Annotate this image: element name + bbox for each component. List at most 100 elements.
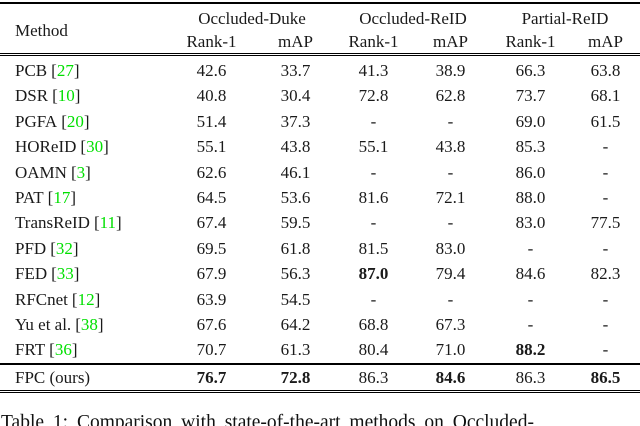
- cite-bracket: ]: [97, 315, 104, 335]
- method-name: PCB: [15, 61, 48, 80]
- metric-value: -: [370, 111, 377, 131]
- metric-value: 67.6: [196, 315, 227, 335]
- metric-value: 86.5: [590, 367, 621, 387]
- metric-value: -: [602, 289, 609, 309]
- citation-ref[interactable]: 17: [53, 188, 71, 208]
- metric-value: 86.0: [515, 162, 546, 182]
- metric-value: 88.2: [515, 340, 546, 360]
- column-header-rank1: Rank-1: [505, 32, 556, 51]
- metric-value: 79.4: [435, 264, 466, 284]
- metric-value: 86.3: [358, 367, 389, 387]
- citation-ref[interactable]: 36: [54, 340, 72, 360]
- metric-value: -: [602, 188, 609, 208]
- metric-value: 68.8: [358, 315, 389, 335]
- citation-ref[interactable]: 30: [86, 137, 104, 157]
- table-row: PAT [17] 64.5 53.6 81.6 72.1 88.0 -: [0, 185, 640, 210]
- citation-ref[interactable]: 11: [99, 213, 116, 233]
- metric-value: -: [447, 162, 454, 182]
- cite-bracket: ]: [70, 188, 77, 208]
- metric-value: 66.3: [515, 61, 546, 80]
- table-row: PFD [32] 69.5 61.8 81.5 83.0 - -: [0, 236, 640, 261]
- cite-bracket: [: [47, 188, 54, 208]
- table-row: DSR [10] 40.8 30.4 72.8 62.8 73.7 68.1: [0, 83, 640, 108]
- metric-value: 67.4: [196, 213, 227, 233]
- metric-value: 77.5: [590, 213, 621, 233]
- citation-ref[interactable]: 20: [66, 111, 84, 131]
- metric-value: 88.0: [515, 188, 546, 208]
- metric-value: 73.7: [515, 86, 546, 106]
- table-row: TransReID [11] 67.4 59.5 - - 83.0 77.5: [0, 210, 640, 235]
- cite-bracket: [: [50, 238, 56, 258]
- method-name: PAT: [15, 188, 44, 208]
- metric-value: 85.3: [515, 137, 546, 157]
- table-row: Yu et al. [38] 67.6 64.2 68.8 67.3 - -: [0, 312, 640, 337]
- metric-value: 56.3: [280, 264, 311, 284]
- citation-ref[interactable]: 10: [57, 86, 75, 106]
- table-row: HOReID [30] 55.1 43.8 55.1 43.8 85.3 -: [0, 134, 640, 159]
- citation-ref[interactable]: 12: [77, 289, 95, 309]
- method-cell: Yu et al. [38]: [0, 312, 168, 337]
- metric-value: 63.8: [590, 61, 621, 80]
- citation-ref[interactable]: 3: [76, 162, 86, 182]
- cite-bracket: ]: [115, 213, 122, 233]
- metric-value: -: [527, 238, 534, 258]
- metric-value: 55.1: [358, 137, 389, 157]
- metric-value: 76.7: [196, 367, 227, 387]
- metric-value: 62.6: [196, 162, 227, 182]
- metric-value: 37.3: [280, 111, 311, 131]
- citation-ref[interactable]: 33: [56, 264, 74, 284]
- column-header-rank1: Rank-1: [348, 32, 399, 51]
- metric-value: 46.1: [280, 162, 311, 182]
- metric-value: 83.0: [435, 238, 466, 258]
- metric-value: 84.6: [435, 367, 466, 387]
- metric-value: 59.5: [280, 213, 311, 233]
- cite-bracket: [: [61, 111, 67, 131]
- metric-value: 64.5: [196, 188, 227, 208]
- table-row: FRT [36] 70.7 61.3 80.4 71.0 88.2 -: [0, 337, 640, 363]
- method-name: FRT: [15, 340, 46, 360]
- metric-value: 54.5: [280, 289, 311, 309]
- column-group-occluded-reid: Occluded-ReID: [359, 9, 467, 28]
- metric-value: -: [527, 289, 534, 309]
- metric-value: 61.8: [280, 238, 311, 258]
- results-table: Method Occluded-Duke Occluded-ReID Parti…: [0, 2, 640, 394]
- method-cell: PGFA [20]: [0, 109, 168, 134]
- cite-bracket: [: [52, 86, 58, 106]
- method-name: PGFA: [15, 111, 58, 131]
- method-name: RFCnet: [15, 289, 68, 309]
- citation-ref[interactable]: 32: [55, 238, 73, 258]
- table-row: PCB [27] 42.6 33.7 41.3 38.9 66.3 63.8: [0, 55, 640, 84]
- metric-value: 67.9: [196, 264, 227, 284]
- metric-value: 71.0: [435, 340, 466, 360]
- metric-value: 64.2: [280, 315, 311, 335]
- method-cell: HOReID [30]: [0, 134, 168, 159]
- table-row: OAMN [3] 62.6 46.1 - - 86.0 -: [0, 160, 640, 185]
- method-name: HOReID: [15, 137, 77, 157]
- citation-ref[interactable]: 38: [80, 315, 98, 335]
- metric-value: -: [602, 315, 609, 335]
- column-group-occluded-duke: Occluded-Duke: [198, 9, 306, 28]
- metric-value: 51.4: [196, 111, 227, 131]
- metric-value: 87.0: [358, 264, 389, 284]
- citation-ref[interactable]: 27: [56, 61, 74, 80]
- cite-bracket: ]: [73, 61, 80, 80]
- column-header-map: mAP: [278, 32, 313, 51]
- cite-bracket: [: [51, 264, 57, 284]
- method-name: OAMN: [15, 162, 67, 182]
- cite-bracket: ]: [94, 289, 101, 309]
- method-cell: FRT [36]: [0, 337, 168, 363]
- metric-value: 82.3: [590, 264, 621, 284]
- metric-value: 67.3: [435, 315, 466, 335]
- method-cell: PFD [32]: [0, 236, 168, 261]
- cite-bracket: [: [93, 213, 100, 233]
- method-cell: RFCnet [12]: [0, 287, 168, 312]
- metric-value: 43.8: [280, 137, 311, 157]
- metric-value: 40.8: [196, 86, 227, 106]
- metric-value: -: [447, 289, 454, 309]
- column-header-method: Method: [15, 20, 68, 40]
- metric-value: 69.5: [196, 238, 227, 258]
- table-row: PGFA [20] 51.4 37.3 - - 69.0 61.5: [0, 109, 640, 134]
- metric-value: -: [602, 238, 609, 258]
- metric-value: 86.3: [515, 367, 546, 387]
- metric-value: 55.1: [196, 137, 227, 157]
